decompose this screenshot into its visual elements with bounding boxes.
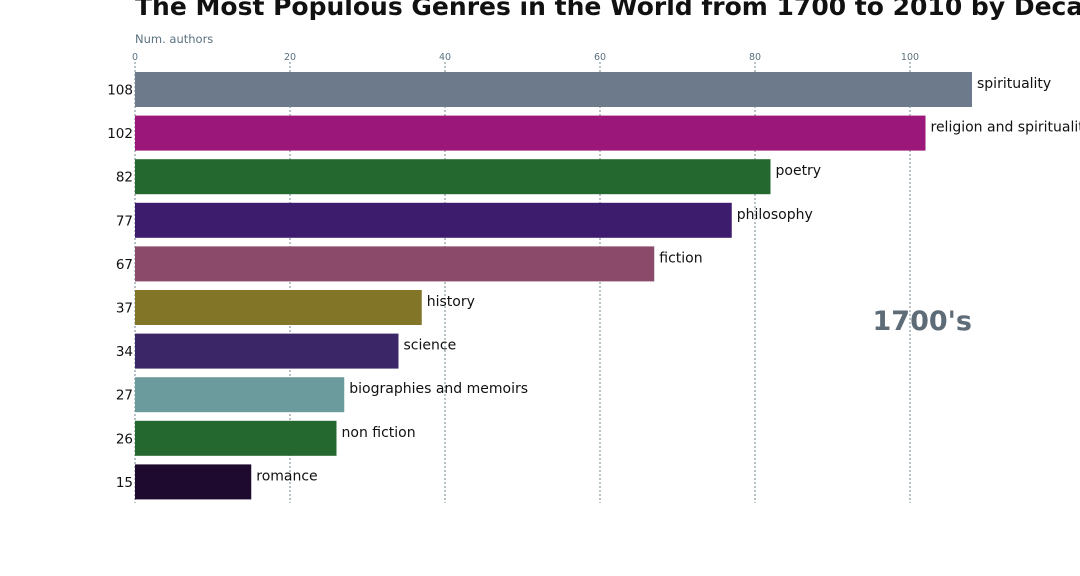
bar-category-label: fiction (659, 250, 702, 266)
bar-value-label: 67 (116, 257, 133, 273)
x-tick-label: 0 (132, 52, 138, 63)
bar-category-label: poetry (776, 163, 822, 179)
bar (135, 159, 771, 195)
x-tick-label: 40 (439, 52, 451, 63)
bar (135, 377, 345, 413)
bar (135, 464, 252, 500)
bar (135, 333, 399, 369)
bar-category-label: history (427, 294, 475, 310)
x-axis-label: Num. authors (135, 32, 213, 46)
chart-title: The Most Populous Genres in the World fr… (135, 0, 1080, 21)
bar-category-label: religion and spirituality (931, 120, 1080, 136)
x-tick-label: 80 (749, 52, 761, 63)
bar-value-label: 77 (116, 213, 133, 229)
bar (135, 246, 655, 282)
bar-category-label: philosophy (737, 207, 813, 223)
bar-category-label: romance (256, 468, 317, 484)
period-label: 1700's (873, 306, 972, 337)
bar (135, 290, 422, 325)
bar (135, 72, 972, 107)
bar-value-label: 37 (116, 301, 133, 317)
x-tick-label: 60 (594, 52, 606, 63)
bar-value-label: 82 (116, 170, 133, 186)
bar-value-label: 34 (116, 344, 133, 360)
bar-value-label: 108 (107, 83, 133, 99)
bar-value-label: 26 (116, 431, 133, 447)
bar-category-label: non fiction (342, 425, 416, 441)
bar (135, 420, 337, 456)
bar-value-label: 15 (116, 475, 133, 491)
bar-value-label: 27 (116, 388, 133, 404)
bar-category-label: science (404, 338, 457, 354)
x-tick-label: 100 (901, 52, 919, 63)
bar (135, 115, 926, 151)
bar (135, 202, 732, 238)
bar-value-label: 102 (107, 126, 133, 142)
bar-category-label: spirituality (977, 76, 1051, 92)
bar-category-label: biographies and memoirs (349, 381, 528, 397)
x-tick-label: 20 (284, 52, 296, 63)
